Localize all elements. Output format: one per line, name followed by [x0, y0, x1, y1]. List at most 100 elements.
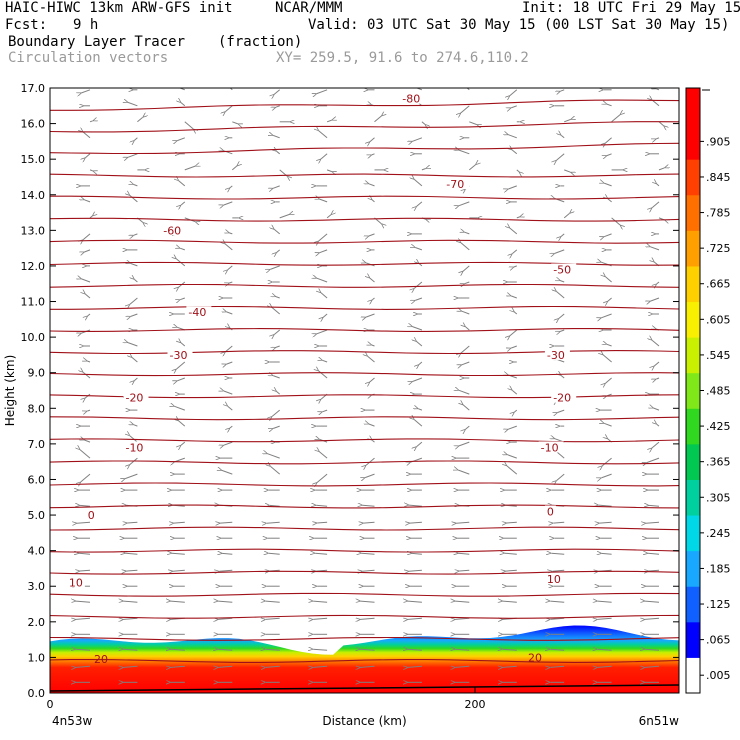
wind-vector — [560, 281, 565, 283]
wind-vector — [364, 522, 375, 523]
wind-vector — [273, 376, 280, 379]
colorbar-swatch — [686, 88, 700, 125]
wind-vector — [551, 553, 565, 554]
wind-vector — [273, 185, 280, 188]
contour-label-bg — [186, 306, 212, 318]
temperature-contour — [50, 173, 679, 178]
wind-vector — [277, 151, 281, 155]
wind-vector — [417, 441, 423, 447]
temperature-contour — [50, 372, 679, 377]
wind-vector — [319, 233, 328, 241]
contour-label: -40 — [188, 306, 206, 319]
wind-vector — [564, 119, 571, 123]
colorbar-label: .725 — [706, 242, 731, 255]
wind-vector — [134, 185, 138, 187]
wind-vector — [409, 570, 422, 571]
wind-vector — [602, 553, 612, 554]
temperature-contour — [50, 328, 679, 332]
wind-vector — [276, 297, 280, 299]
wind-vector — [408, 649, 422, 650]
y-tick-label: 10.0 — [21, 331, 46, 344]
wind-vector — [126, 553, 138, 554]
terrain-line — [50, 684, 679, 692]
wind-vector — [413, 327, 423, 331]
contour-label: 0 — [547, 506, 554, 519]
wind-vector — [218, 601, 233, 602]
wind-vector — [465, 281, 470, 284]
wind-vector — [273, 135, 280, 139]
wind-vector — [179, 181, 186, 187]
wind-vector — [417, 342, 423, 347]
wind-vector — [370, 137, 375, 142]
y-tick-label: 6.0 — [28, 473, 46, 486]
wind-vector — [171, 666, 185, 667]
colorbar-label: .905 — [706, 135, 731, 148]
contour-label: -20 — [125, 392, 143, 405]
wind-vector — [124, 649, 138, 650]
contour-label: -10 — [125, 441, 143, 454]
wind-vector — [227, 361, 233, 364]
wind-vector — [652, 100, 660, 107]
wind-vector — [366, 457, 375, 465]
temperature-contour — [50, 416, 679, 421]
wind-vector — [326, 169, 332, 172]
contour-label-bg — [551, 391, 577, 403]
wind-vector — [370, 377, 375, 382]
wind-vector — [369, 184, 375, 187]
wind-vector — [180, 248, 185, 251]
wind-vector — [279, 215, 289, 219]
plot-frame — [49, 87, 680, 694]
wind-vector — [555, 249, 565, 254]
wind-vector — [511, 296, 517, 299]
wind-vector — [514, 265, 517, 267]
contour-label-bg — [161, 224, 187, 236]
wind-vector — [516, 217, 520, 219]
wind-vector — [224, 441, 233, 445]
wind-vector — [218, 649, 233, 650]
wind-vector — [267, 522, 280, 523]
wind-vector — [361, 601, 375, 602]
wind-vector — [459, 201, 470, 206]
model-title: HAIC-HIWC 13km ARW-GFS init — [5, 0, 233, 16]
wind-vector — [455, 618, 470, 619]
colorbar-swatch — [686, 301, 700, 338]
y-tick-label: 12.0 — [21, 260, 46, 273]
wind-vector — [134, 279, 138, 283]
wind-vector — [456, 522, 470, 523]
wind-vector — [560, 329, 565, 331]
wind-vector — [175, 406, 185, 411]
valid-time: Valid: 03 UTC Sat 30 May 15 (00 LST Sat … — [308, 17, 730, 33]
wind-vector — [645, 649, 660, 650]
colorbar-label: .485 — [706, 385, 731, 398]
wind-vector — [76, 649, 91, 650]
wind-vector — [657, 281, 660, 284]
x-tick-label: 0 — [47, 698, 54, 711]
contour-label: -30 — [170, 349, 188, 362]
wind-vector — [421, 169, 426, 171]
wind-vector — [323, 313, 328, 317]
wind-vector — [134, 377, 138, 381]
wind-vector — [87, 361, 91, 363]
wind-vector — [414, 281, 423, 288]
wind-vector — [651, 247, 660, 251]
wind-vector — [412, 553, 422, 554]
wind-vector — [320, 249, 328, 253]
wind-vector — [326, 120, 332, 123]
wind-vector — [559, 313, 565, 319]
contour-label-bg — [544, 573, 563, 585]
temperature-contour — [50, 482, 679, 487]
wind-vector — [229, 233, 233, 235]
wind-vector — [512, 390, 518, 395]
wind-vector — [508, 425, 517, 429]
wind-vector — [459, 150, 470, 155]
wind-vector — [274, 229, 281, 235]
wind-vector — [653, 408, 660, 411]
wind-vector — [413, 377, 423, 382]
temperature-contour — [50, 659, 679, 663]
y-tick-label: 16.0 — [21, 118, 46, 131]
contour-label-bg — [444, 178, 470, 190]
colorbar-label: .785 — [706, 207, 731, 220]
wind-vector — [553, 522, 565, 523]
wind-vector — [225, 105, 233, 112]
